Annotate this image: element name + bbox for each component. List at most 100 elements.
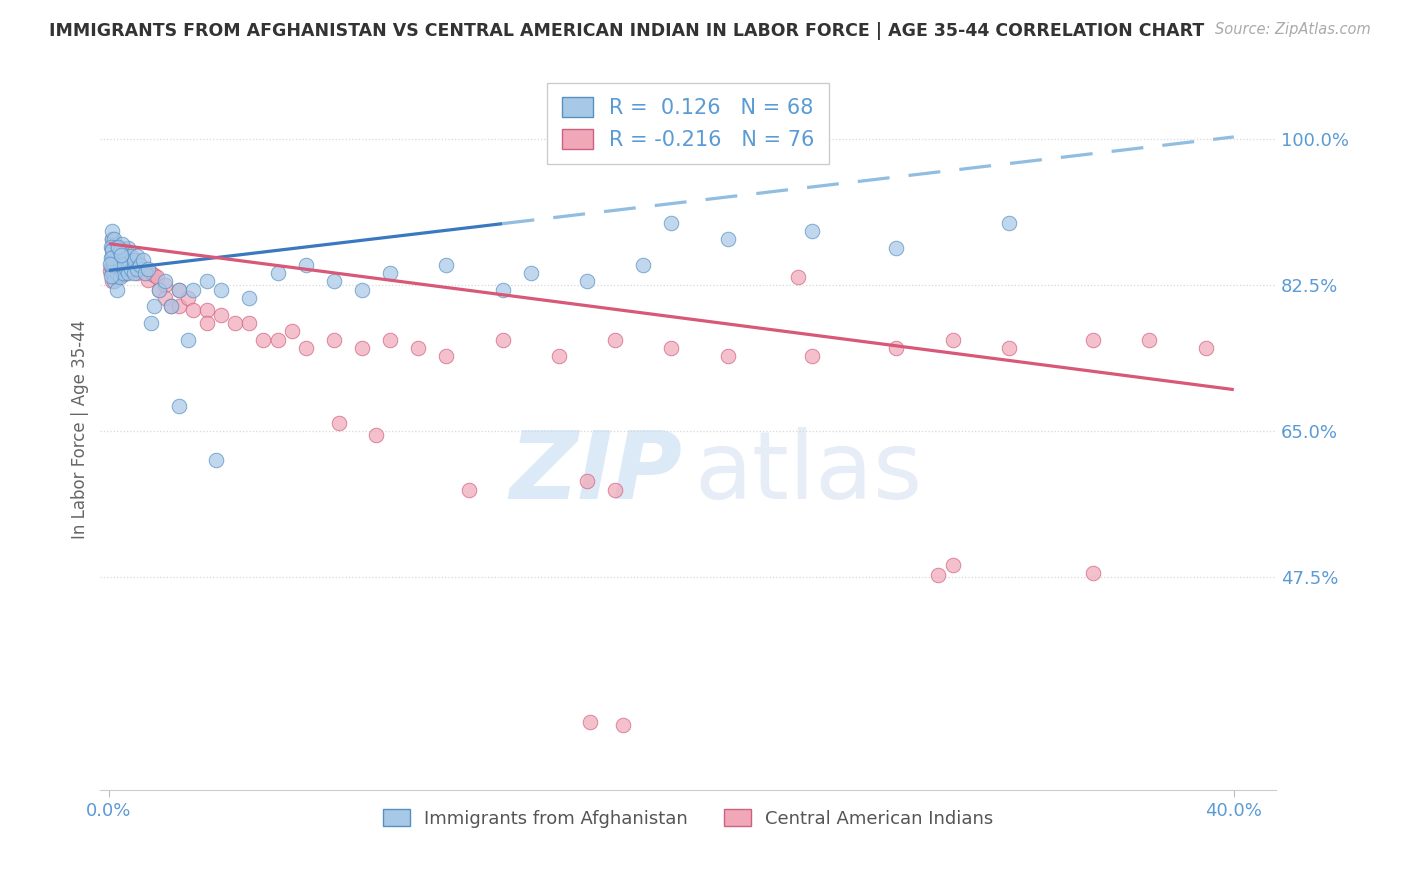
Point: [139, 316, 162, 330]
Point: [519, 266, 541, 280]
Point: [111, 256, 134, 270]
Point: [491, 283, 513, 297]
Point: [105, 253, 128, 268]
Point: [457, 483, 479, 497]
Point: [103, 249, 125, 263]
Point: [997, 216, 1019, 230]
Point: [100, 258, 122, 272]
Point: [107, 240, 129, 254]
Point: [103, 245, 125, 260]
Point: [716, 349, 738, 363]
Point: [181, 303, 204, 318]
Point: [120, 261, 142, 276]
Point: [941, 558, 963, 572]
Point: [100, 249, 122, 263]
Point: [612, 718, 634, 732]
Point: [603, 333, 626, 347]
Point: [108, 262, 131, 277]
Point: [131, 261, 153, 276]
Point: [117, 249, 139, 263]
Point: [103, 253, 125, 268]
Point: [105, 266, 128, 280]
Point: [159, 299, 181, 313]
Point: [104, 250, 127, 264]
Point: [142, 299, 165, 313]
Point: [125, 266, 148, 280]
Point: [100, 264, 122, 278]
Point: [111, 267, 134, 281]
Point: [209, 283, 232, 297]
Point: [153, 274, 176, 288]
Point: [603, 483, 626, 497]
Point: [575, 475, 598, 489]
Point: [103, 257, 125, 271]
Point: [378, 266, 401, 280]
Y-axis label: In Labor Force | Age 35-44: In Labor Force | Age 35-44: [72, 319, 89, 539]
Text: atlas: atlas: [695, 426, 922, 518]
Point: [139, 266, 162, 280]
Point: [105, 245, 128, 260]
Point: [104, 261, 127, 276]
Point: [104, 267, 127, 281]
Text: Source: ZipAtlas.com: Source: ZipAtlas.com: [1215, 22, 1371, 37]
Point: [350, 341, 373, 355]
Point: [103, 266, 125, 280]
Point: [266, 333, 288, 347]
Point: [631, 258, 654, 272]
Point: [364, 428, 387, 442]
Point: [1081, 333, 1104, 347]
Point: [884, 341, 907, 355]
Point: [125, 253, 148, 268]
Point: [204, 453, 226, 467]
Point: [238, 291, 260, 305]
Point: [105, 270, 128, 285]
Point: [100, 232, 122, 246]
Point: [105, 245, 128, 260]
Point: [98, 257, 121, 271]
Point: [120, 264, 142, 278]
Point: [100, 258, 122, 272]
Point: [167, 283, 190, 297]
Point: [117, 266, 139, 280]
Point: [159, 299, 181, 313]
Point: [145, 270, 167, 285]
Point: [104, 260, 127, 274]
Point: [111, 266, 134, 280]
Point: [125, 261, 148, 276]
Point: [100, 274, 122, 288]
Point: [100, 241, 122, 255]
Point: [434, 349, 457, 363]
Point: [716, 232, 738, 246]
Point: [136, 272, 159, 286]
Point: [578, 714, 600, 729]
Point: [294, 258, 316, 272]
Point: [153, 278, 176, 293]
Point: [114, 260, 136, 274]
Point: [941, 333, 963, 347]
Point: [105, 261, 128, 276]
Point: [114, 261, 136, 276]
Point: [122, 264, 145, 278]
Point: [266, 266, 288, 280]
Point: [108, 268, 131, 282]
Point: [176, 333, 198, 347]
Point: [100, 269, 122, 284]
Point: [252, 333, 274, 347]
Point: [181, 283, 204, 297]
Point: [103, 232, 125, 246]
Point: [100, 249, 122, 263]
Point: [434, 258, 457, 272]
Point: [100, 253, 122, 268]
Point: [108, 261, 131, 276]
Point: [167, 299, 190, 313]
Point: [112, 267, 135, 281]
Point: [100, 232, 122, 246]
Point: [114, 252, 136, 266]
Point: [103, 264, 125, 278]
Point: [122, 266, 145, 280]
Point: [280, 324, 302, 338]
Point: [108, 259, 131, 273]
Point: [103, 249, 125, 263]
Point: [111, 247, 134, 261]
Point: [111, 266, 134, 280]
